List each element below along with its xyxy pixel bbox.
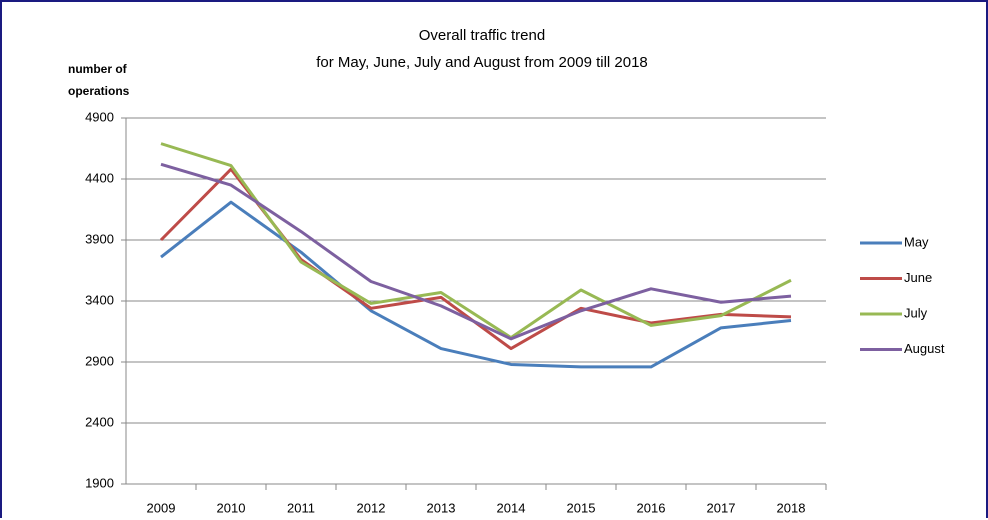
legend-label: May <box>904 234 929 249</box>
line-series <box>160 162 792 341</box>
x-tick-label: 2014 <box>497 500 526 515</box>
x-tick-label: 2018 <box>777 500 806 515</box>
y-tick-label: 2400 <box>85 414 114 429</box>
y-tick-label: 3900 <box>85 231 114 246</box>
chart-title: Overall traffic trend <box>419 27 545 44</box>
x-tick-label: 2012 <box>357 500 386 515</box>
y-tick-label: 3400 <box>85 292 114 307</box>
legend-label: August <box>904 341 945 356</box>
line-series <box>160 142 792 340</box>
y-tick-label: 1900 <box>85 475 114 490</box>
legend-label: June <box>904 270 932 285</box>
x-tick-label: 2010 <box>217 500 246 515</box>
x-tick-label: 2017 <box>707 500 736 515</box>
y-tick-label: 4400 <box>85 170 114 185</box>
chart-subtitle: for May, June, July and August from 2009… <box>316 54 648 71</box>
x-tick-label: 2016 <box>637 500 666 515</box>
legend-label: July <box>904 305 928 320</box>
x-tick-label: 2009 <box>147 500 176 515</box>
line-series <box>160 200 792 369</box>
x-tick-label: 2013 <box>427 500 456 515</box>
y-tick-label: 4900 <box>85 109 114 124</box>
y-tick-label: 2900 <box>85 353 114 368</box>
y-axis-label: number of operations <box>68 62 130 98</box>
x-tick-label: 2011 <box>287 500 315 515</box>
x-tick-label: 2015 <box>567 500 596 515</box>
